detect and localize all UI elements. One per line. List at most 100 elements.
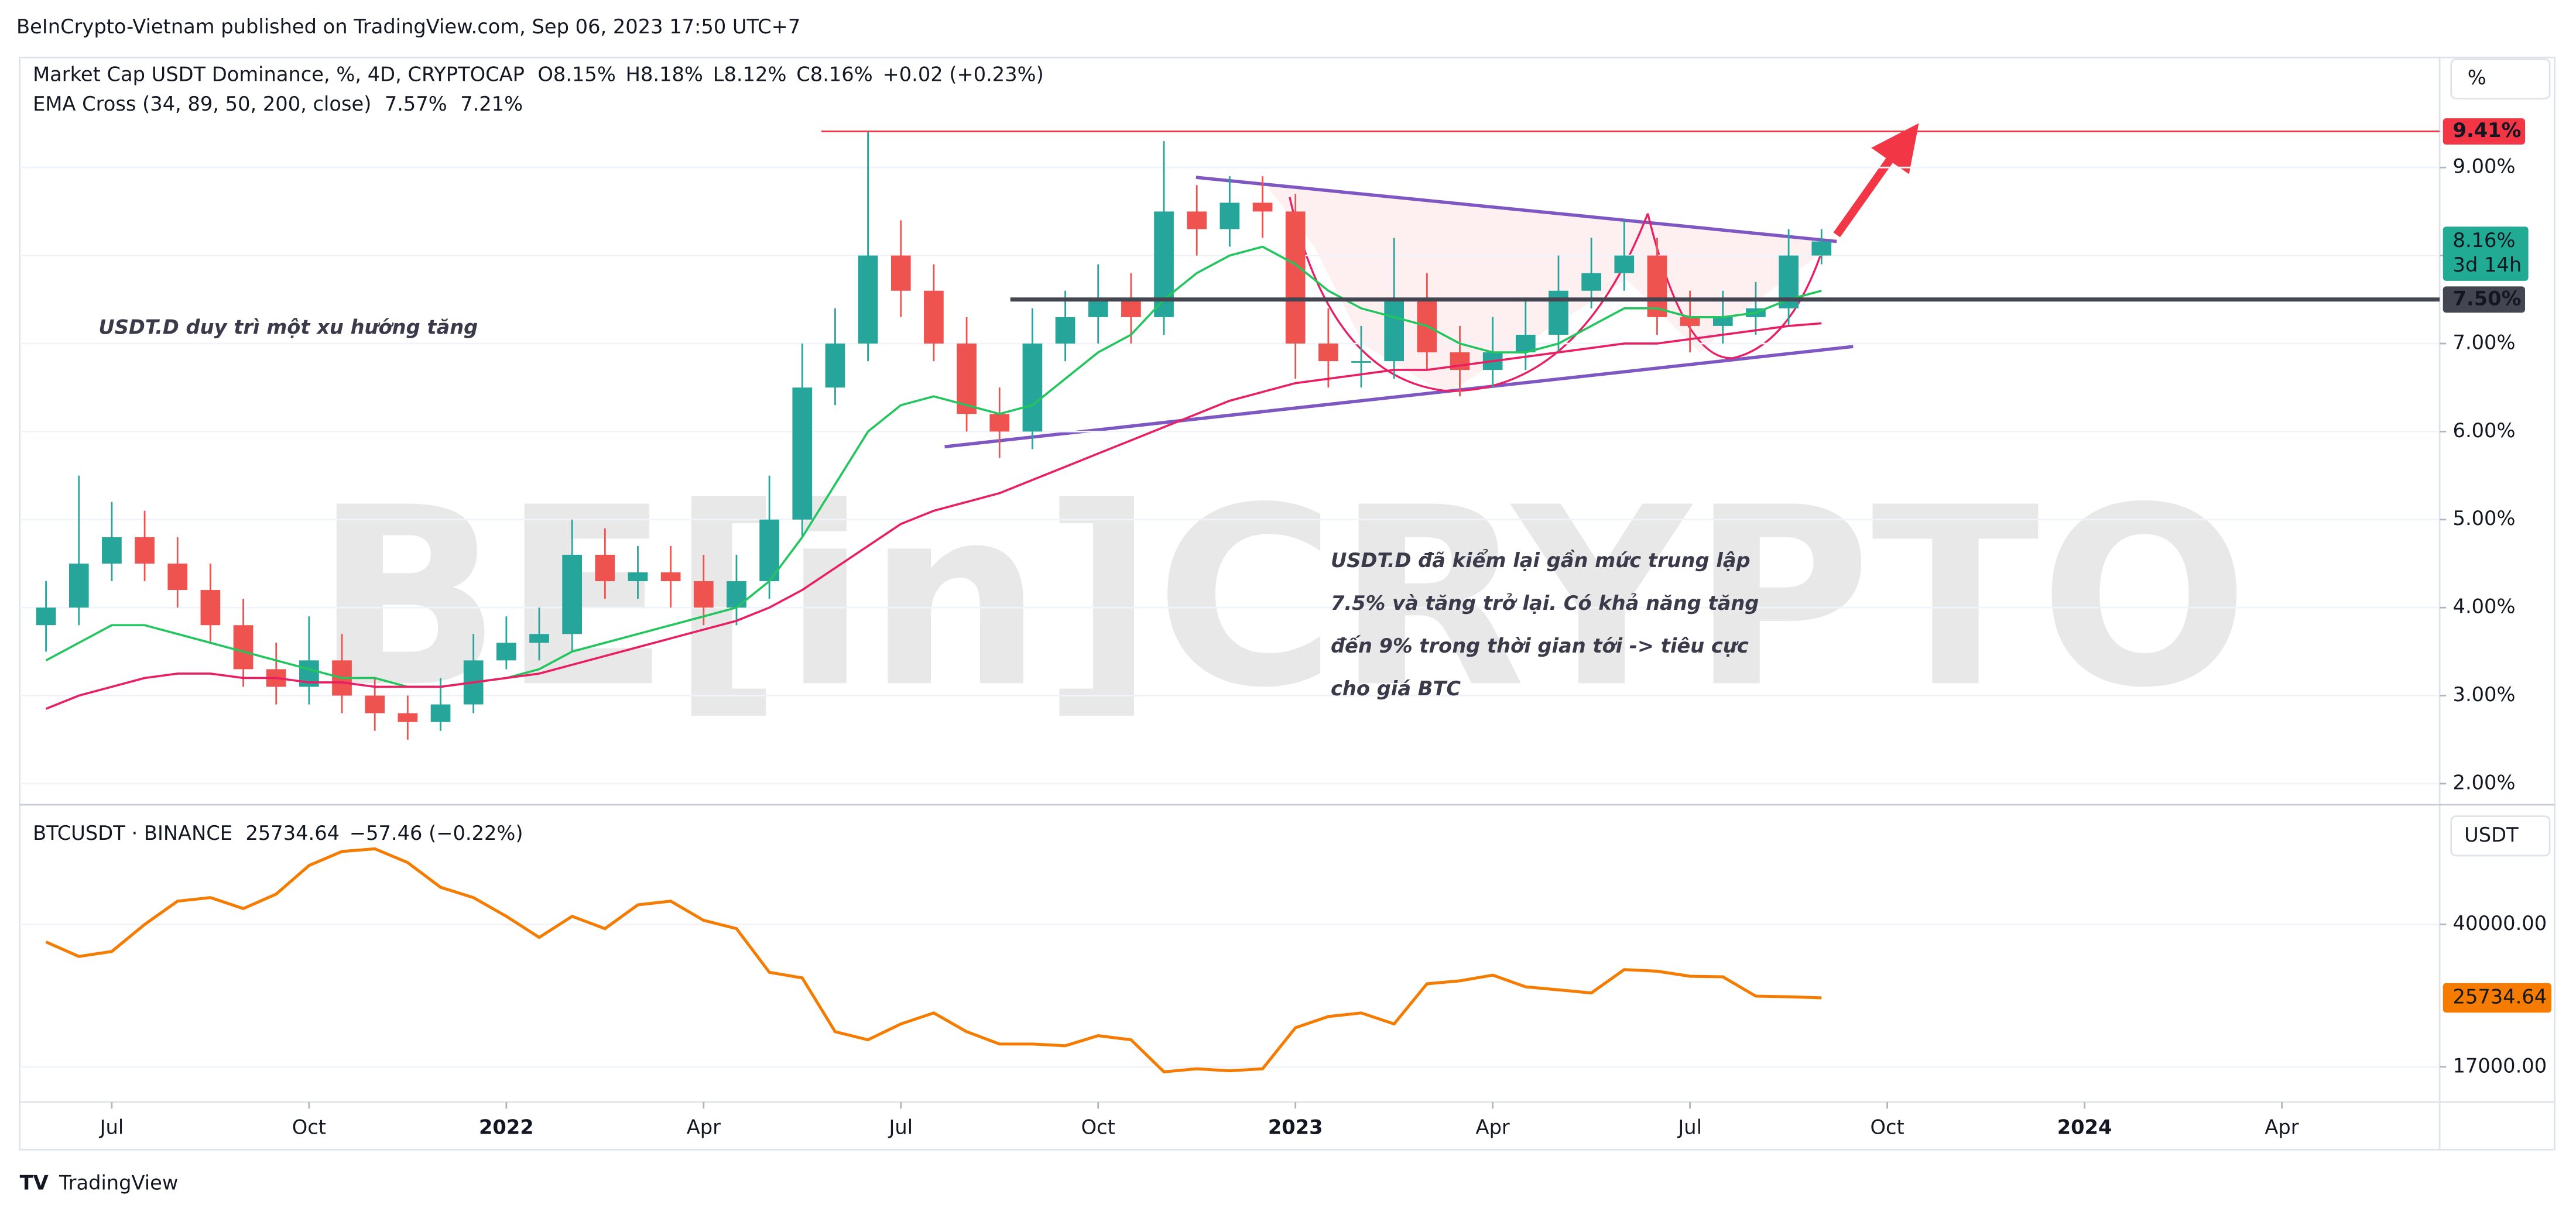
x-tick-label: Oct (1870, 1116, 1904, 1138)
candle-body (102, 537, 122, 564)
y-tick-label: 9.00% (2453, 155, 2516, 178)
candle-body (430, 704, 451, 722)
ema-line (45, 245, 1822, 688)
x-tick-label: Apr (687, 1116, 721, 1138)
legend-change: −57.46 (−0.22%) (350, 822, 523, 845)
legend-value: 8.16% (810, 63, 873, 86)
candle-body (595, 554, 615, 582)
candle-body (1022, 343, 1043, 432)
handle-arc (1646, 213, 1825, 359)
indicator-value: 7.21% (460, 92, 523, 115)
candle-body (957, 343, 977, 414)
legend-value: 8.18% (640, 63, 703, 86)
candle-body (727, 581, 746, 608)
candle-body (233, 625, 254, 670)
y-tick-label: 7.00% (2453, 331, 2516, 353)
annotation-text: đến 9% trong thời gian tới -> tiêu cực (1331, 634, 1749, 657)
y-tick-label: 4.00% (2453, 595, 2516, 618)
unit-label: USDT (2464, 823, 2519, 846)
candle-body (529, 634, 549, 643)
cup-arc (1289, 197, 1649, 392)
candle-body (1121, 299, 1141, 317)
y-tick-label: 6.00% (2453, 419, 2516, 442)
annotation-text: USDT.D đã kiểm lại gần mức trung lập (1331, 548, 1751, 572)
unit-label: % (2468, 66, 2486, 89)
candle-body (1220, 203, 1240, 229)
legend-value: 8.15% (553, 63, 616, 86)
candle-body (398, 713, 418, 722)
candle-body (628, 572, 648, 582)
legend-value: 8.12% (724, 63, 787, 86)
candle-body (1811, 241, 1832, 256)
legend-change: +0.02 (+0.23%) (883, 63, 1044, 86)
x-tick-label: Apr (2265, 1116, 2298, 1138)
candle-body (1187, 211, 1207, 229)
candle-body (825, 343, 845, 388)
last-price-box (2443, 226, 2529, 281)
candle-body (792, 387, 813, 520)
last-price-box (2443, 983, 2551, 1013)
candle-body (1614, 255, 1635, 273)
last-price-label: 25734.64 (2453, 985, 2547, 1008)
candle-body (1712, 317, 1733, 326)
level-label-box (2443, 286, 2526, 313)
candle-body (365, 695, 385, 713)
x-tick-label: 2023 (1268, 1116, 1323, 1138)
level-label: 7.50% (2453, 287, 2522, 310)
candle-body (496, 643, 516, 661)
candle-body (167, 563, 188, 591)
indicator-value: 7.57% (385, 92, 447, 115)
annotation-text: cho giá BTC (1331, 677, 1461, 700)
legend-key: H (626, 63, 640, 86)
x-tick-label: Oct (292, 1116, 326, 1138)
x-tick-label: Jul (99, 1116, 124, 1138)
candle-body (1647, 255, 1667, 317)
x-tick-label: Jul (1677, 1116, 1702, 1138)
y-tick-label: 5.00% (2453, 507, 2516, 530)
level-label-box (2443, 118, 2526, 145)
ema-line (45, 322, 1822, 710)
annotation-text: USDT.D duy trì một xu hướng tăng (98, 316, 478, 339)
candle-body (660, 572, 681, 582)
price-line (45, 847, 1822, 1073)
lower-trendline (944, 345, 1854, 449)
candle-body (36, 608, 56, 626)
arrow-head (1871, 123, 1919, 174)
unit-button[interactable] (2450, 815, 2551, 857)
candle-body (200, 590, 221, 626)
annotation-text: 7.5% và tăng trở lại. Có khả năng tăng (1331, 592, 1759, 615)
countdown-label: 3d 14h (2453, 253, 2522, 276)
upper-trendline (1195, 176, 1837, 243)
candle-body (989, 414, 1010, 432)
frame (19, 56, 2556, 1151)
candle-body (1318, 343, 1338, 362)
watermark: BE[in]CRYPTO (314, 455, 2249, 742)
candle-body (562, 554, 583, 634)
legend-price: 25734.64 (245, 822, 340, 845)
candle-body (1384, 299, 1405, 362)
candle-body (1515, 334, 1536, 353)
x-tick-label: Oct (1081, 1116, 1115, 1138)
x-tick-label: Apr (1476, 1116, 1510, 1138)
candle-body (1680, 317, 1700, 326)
x-tick-label: 2024 (2057, 1116, 2112, 1138)
candle-body (693, 581, 714, 608)
y-tick-label: 17000.00 (2453, 1054, 2547, 1077)
pattern-shade (1265, 184, 1837, 394)
level-label: 9.41% (2453, 119, 2522, 142)
x-tick-label: 2022 (479, 1116, 534, 1138)
x-tick-label: Jul (888, 1116, 913, 1138)
candle-body (858, 255, 878, 344)
candle-body (1055, 317, 1075, 344)
candle-body (1581, 273, 1601, 291)
legend-key: O (537, 63, 553, 86)
series-title: Market Cap USDT Dominance, %, 4D, CRYPTO… (33, 63, 525, 86)
legend-key: L (713, 63, 724, 86)
unit-button[interactable] (2450, 58, 2551, 99)
candle-body (1549, 290, 1568, 335)
footer: TradingView (59, 1172, 178, 1195)
candle-body (890, 255, 911, 291)
legend-key: C (796, 63, 810, 86)
published-line: BeInCrypto-Vietnam published on TradingV… (16, 15, 800, 38)
